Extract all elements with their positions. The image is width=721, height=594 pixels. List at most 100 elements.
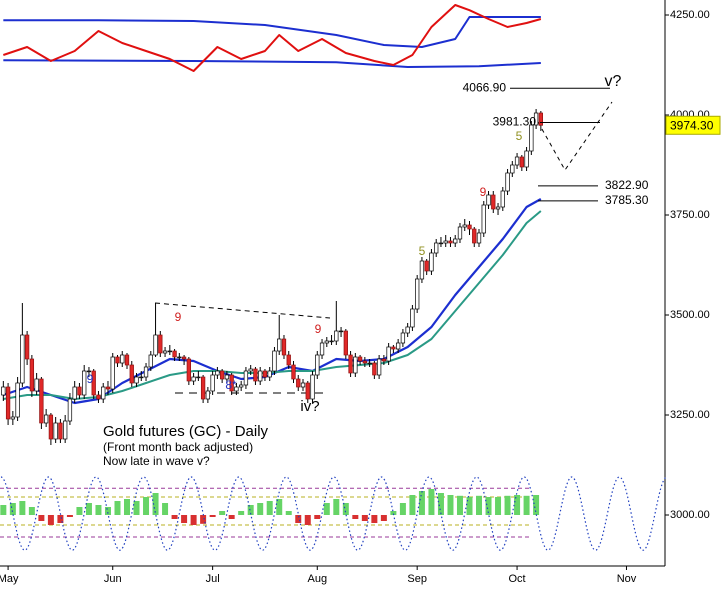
histogram-bar — [85, 503, 92, 515]
projection — [537, 101, 613, 171]
histogram-bar — [162, 503, 169, 515]
candle-body — [334, 330, 339, 342]
candle-body — [167, 350, 172, 353]
candle-body — [253, 368, 258, 382]
candle-body — [120, 354, 125, 364]
candle-body — [386, 346, 391, 362]
histogram-bar — [342, 503, 349, 515]
candle-body — [34, 378, 39, 392]
candle-body — [495, 206, 501, 210]
candle-body — [300, 382, 306, 388]
candle-body — [533, 112, 539, 126]
candle-body — [538, 112, 543, 126]
candle-body — [310, 374, 315, 400]
candle-body — [524, 150, 529, 168]
candle-body — [162, 350, 168, 354]
histogram-bar — [9, 503, 16, 515]
candle-body — [224, 374, 230, 380]
indicator-line — [3, 16, 541, 48]
y-tick-label: 3250.00 — [670, 409, 710, 421]
candle-body — [158, 334, 163, 354]
candle-body — [110, 356, 115, 390]
candle-body — [148, 354, 153, 368]
candle-body — [338, 330, 344, 333]
histogram-bar — [495, 497, 502, 515]
histogram-bar — [304, 515, 311, 525]
histogram-bar — [200, 515, 207, 524]
candle-body — [210, 374, 215, 392]
histogram-bar — [171, 515, 178, 519]
histogram-bar — [38, 515, 45, 521]
annotation: 9 — [315, 322, 322, 336]
histogram-bar — [28, 507, 35, 515]
candle-body — [20, 334, 25, 384]
candle-body — [234, 386, 239, 392]
y-tick-label: 3000.00 — [670, 509, 710, 521]
candle-body — [296, 378, 301, 388]
level-label: 3981.30 — [493, 115, 537, 129]
histogram-bar — [209, 515, 216, 517]
histogram-bar — [447, 495, 454, 515]
candle-body — [438, 242, 444, 245]
candle-body — [243, 370, 249, 386]
level-label: 3785.30 — [605, 193, 649, 207]
candle-body — [181, 356, 187, 360]
candle-body — [291, 364, 296, 380]
histogram-bar — [380, 515, 387, 521]
x-tick-label: Aug — [307, 573, 327, 585]
histogram-bar — [399, 503, 406, 515]
x-tick-label: May — [0, 573, 19, 585]
histogram-bar — [428, 489, 435, 515]
candle-body — [415, 278, 420, 310]
candle-body — [72, 386, 77, 400]
indicator-line — [3, 210, 542, 400]
annotation: 5 — [516, 129, 523, 143]
histogram-bar — [152, 493, 159, 515]
candle-body — [196, 376, 201, 379]
candle-body — [467, 224, 472, 230]
histogram-bar — [238, 511, 245, 515]
candle-body — [472, 228, 477, 244]
candle-body — [315, 354, 320, 376]
candle-body — [429, 252, 434, 272]
candle-body — [481, 204, 486, 234]
histogram-bar — [418, 491, 425, 515]
candle-body — [153, 334, 158, 356]
candle-body — [281, 338, 287, 356]
annotation: v? — [605, 73, 622, 90]
histogram-bar — [276, 499, 283, 515]
histogram-bar — [190, 515, 197, 525]
candle-body — [39, 378, 44, 424]
candle-body — [353, 356, 358, 374]
candle-body — [319, 342, 325, 356]
chart-title: Gold futures (GC) - Daily — [103, 423, 269, 440]
candle-body — [514, 156, 520, 166]
histogram-bar — [333, 499, 340, 515]
candle-body — [67, 398, 73, 422]
candle-body — [286, 354, 291, 366]
histogram-bar — [266, 501, 273, 515]
histogram-bar — [514, 495, 521, 515]
histogram-bar — [390, 511, 397, 515]
annotation: 8* — [225, 378, 237, 392]
subtitle: (Front month back adjusted) — [103, 440, 253, 454]
histogram-bar — [181, 515, 188, 523]
candle-body — [63, 420, 68, 440]
level-label: 3822.90 — [605, 178, 649, 192]
candle-body — [258, 370, 263, 382]
candle-body — [48, 414, 54, 440]
candle-body — [229, 374, 234, 392]
candle-body — [424, 260, 429, 272]
candle-body — [139, 376, 144, 379]
candle-body — [381, 358, 387, 362]
histogram-bar — [114, 501, 121, 515]
candle-body — [324, 340, 329, 344]
candle-body — [215, 370, 220, 376]
candle-body — [443, 240, 448, 244]
candle-body — [486, 194, 491, 206]
histogram-bar — [76, 507, 83, 515]
histogram-bar — [47, 515, 54, 525]
candle-body — [272, 350, 277, 372]
candle-body — [329, 340, 334, 343]
